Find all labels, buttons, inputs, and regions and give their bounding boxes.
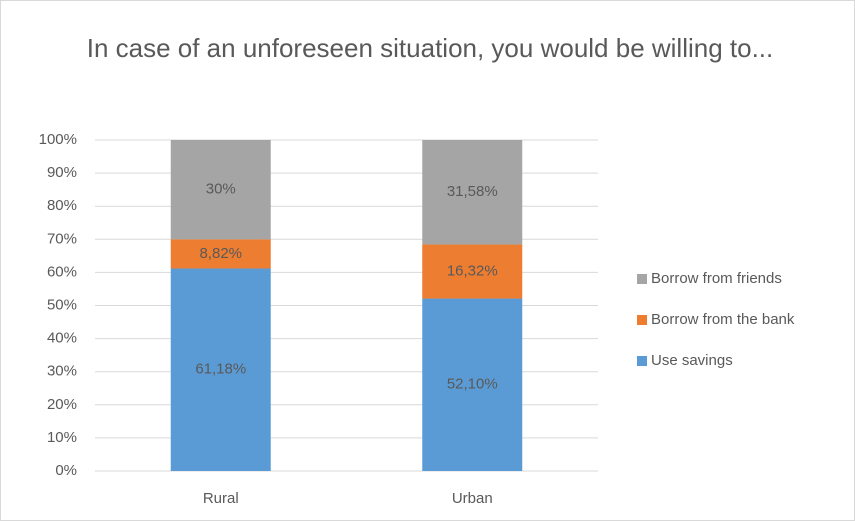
bar-segment bbox=[422, 298, 523, 471]
bar-segment bbox=[170, 239, 271, 269]
bar-segment bbox=[170, 140, 271, 240]
y-tick-label: 60% bbox=[47, 263, 77, 280]
y-tick-label: 50% bbox=[47, 296, 77, 313]
bar-segment bbox=[422, 244, 523, 299]
y-tick-label: 100% bbox=[39, 131, 77, 148]
x-tick-label: Urban bbox=[452, 490, 493, 507]
bar-segment bbox=[422, 140, 523, 245]
bar-segment bbox=[170, 268, 271, 471]
y-tick-label: 80% bbox=[47, 197, 77, 214]
y-tick-label: 40% bbox=[47, 330, 77, 347]
data-label: 61,18% bbox=[195, 361, 246, 378]
y-tick-label: 70% bbox=[47, 230, 77, 247]
legend-label: Borrow from friends bbox=[651, 270, 782, 287]
y-tick-label: 0% bbox=[55, 462, 77, 479]
data-label: 52,10% bbox=[447, 376, 498, 393]
y-tick-label: 10% bbox=[47, 429, 77, 446]
data-label: 8,82% bbox=[199, 245, 242, 262]
data-label: 31,58% bbox=[447, 183, 498, 200]
legend-swatch bbox=[637, 315, 647, 325]
legend-label: Borrow from the bank bbox=[651, 311, 795, 328]
legend-swatch bbox=[637, 274, 647, 284]
x-tick-label: Rural bbox=[203, 490, 239, 507]
data-label: 16,32% bbox=[447, 263, 498, 280]
chart-title: In case of an unforeseen situation, you … bbox=[86, 33, 774, 63]
legend-swatch bbox=[637, 356, 647, 366]
y-tick-label: 30% bbox=[47, 363, 77, 380]
legend-label: Use savings bbox=[651, 352, 733, 369]
y-tick-label: 90% bbox=[47, 164, 77, 181]
data-label: 30% bbox=[206, 181, 236, 198]
y-tick-label: 20% bbox=[47, 396, 77, 413]
